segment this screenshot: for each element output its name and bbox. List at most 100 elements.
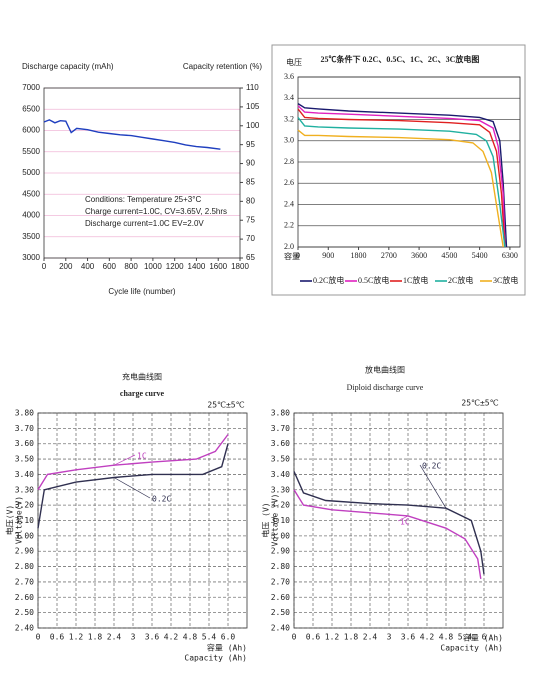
y-tick-label: 3.40 xyxy=(271,470,290,479)
chart-text: Capacity retention (%) xyxy=(183,62,262,71)
y-tick-label: 2.80 xyxy=(15,562,34,571)
x-tick-label: 6.0 xyxy=(221,633,236,642)
x-tick-label: 900 xyxy=(322,251,334,260)
x-tick-label: 1800 xyxy=(231,262,249,271)
y-tick-label: 5000 xyxy=(22,168,40,177)
y-tick-label: 2.70 xyxy=(15,577,34,586)
y2-tick-label: 80 xyxy=(246,196,255,205)
x-tick-label: 1.8 xyxy=(344,633,359,642)
x-tick-label: 800 xyxy=(124,262,138,271)
y-tick-label: 2.60 xyxy=(15,593,34,602)
chart-text: Conditions: Temperature 25+3°C xyxy=(85,195,201,204)
chart-text: 容量 (Ah) xyxy=(207,643,247,653)
x-tick-label: 5400 xyxy=(472,251,488,260)
x-tick-label: 4.2 xyxy=(164,633,179,642)
series-line xyxy=(37,434,229,491)
x-tick-label: 5.4 xyxy=(202,633,217,642)
x-tick-label: 1800 xyxy=(351,251,367,260)
chart-text: Diploid discharge curve xyxy=(347,383,424,392)
y-tick-label: 3.4 xyxy=(284,93,294,102)
x-tick-label: 0.6 xyxy=(50,633,65,642)
chart-text: 容量 xyxy=(284,251,300,261)
chart-text: Cycle life (number) xyxy=(108,287,175,296)
y-tick-label: 2.60 xyxy=(271,593,290,602)
y-axis-label: 电压(V) xyxy=(5,505,15,535)
panel-frame xyxy=(271,44,526,296)
callout-leader xyxy=(419,464,447,509)
x-tick-label: 0 xyxy=(36,633,41,642)
y2-tick-label: 65 xyxy=(246,253,255,262)
legend-label: 2C放电 xyxy=(448,275,473,285)
y-tick-label: 3.0 xyxy=(284,136,294,145)
x-tick-label: 1.2 xyxy=(69,633,84,642)
chart-text: Discharge capacity (mAh) xyxy=(22,62,114,71)
y-tick-label: 2.6 xyxy=(284,178,294,187)
x-tick-label: 3600 xyxy=(411,251,427,260)
series-line xyxy=(297,105,506,248)
y-tick-label: 3000 xyxy=(22,253,40,262)
y-tick-label: 2.0 xyxy=(284,242,294,251)
y-tick-label: 3.6 xyxy=(284,72,294,81)
chart-text: Capacity (Ah) xyxy=(184,654,247,663)
y-tick-label: 3.70 xyxy=(271,424,290,433)
y-axis-label: Voltage (V) xyxy=(271,494,280,547)
series-line xyxy=(297,129,504,248)
y-tick-label: 4000 xyxy=(22,211,40,220)
chart-text: 25℃±5℃ xyxy=(461,399,498,408)
y-tick-label: 2.70 xyxy=(271,577,290,586)
series-line xyxy=(43,119,221,150)
y-tick-label: 2.2 xyxy=(284,221,294,230)
y-tick-label: 5500 xyxy=(22,147,40,156)
y-tick-label: 3.40 xyxy=(15,470,34,479)
chart-text: Charge current=1.0C, CV=3.65V, 2.5hrs xyxy=(85,207,227,216)
x-tick-label: 4.2 xyxy=(420,633,435,642)
series-line xyxy=(297,108,506,248)
y-tick-label: 2.50 xyxy=(15,608,34,617)
plot-frame xyxy=(43,87,241,259)
y-tick-label: 3.60 xyxy=(15,439,34,448)
y-tick-label: 2.4 xyxy=(284,199,294,208)
y-axis-label: Voltage(V) xyxy=(15,496,24,544)
y-tick-label: 2.40 xyxy=(15,624,34,633)
x-tick-label: 2.4 xyxy=(107,633,122,642)
series-label: 0.2C xyxy=(152,495,171,504)
x-tick-label: 3.6 xyxy=(401,633,416,642)
chart-text: 充电曲线图 xyxy=(122,372,162,382)
y-axis-label: 电压 (V) xyxy=(261,502,271,537)
x-tick-label: 3 xyxy=(387,633,392,642)
y-tick-label: 3.50 xyxy=(271,455,290,464)
x-tick-label: 6 xyxy=(482,633,487,642)
callout-leader xyxy=(113,454,136,466)
chart-text: charge curve xyxy=(120,389,165,398)
y-tick-label: 3.2 xyxy=(284,114,294,123)
callout-leader xyxy=(113,477,151,499)
y2-tick-label: 90 xyxy=(246,159,255,168)
y-tick-label: 2.40 xyxy=(271,624,290,633)
x-tick-label: 1600 xyxy=(209,262,227,271)
chart-text: 25℃条件下 0.2C、0.5C、1C、2C、3C放电图 xyxy=(321,54,480,64)
x-tick-label: 6300 xyxy=(502,251,518,260)
series-line xyxy=(293,471,485,575)
chart-text: Capacity (Ah) xyxy=(440,644,503,653)
chart-text: 电压 xyxy=(286,57,302,67)
x-tick-label: 0.6 xyxy=(306,633,321,642)
chart-text: Discharge current=1.0C EV=2.0V xyxy=(85,219,204,228)
y-tick-label: 3.80 xyxy=(271,409,290,418)
y-tick-label: 3500 xyxy=(22,232,40,241)
x-tick-label: 400 xyxy=(81,262,95,271)
y-tick-label: 6500 xyxy=(22,104,40,113)
plot-frame xyxy=(297,76,521,248)
series-label: 1C xyxy=(400,518,410,527)
x-tick-label: 2.4 xyxy=(363,633,378,642)
x-tick-label: 2700 xyxy=(381,251,397,260)
series-label: 1C xyxy=(137,452,147,461)
x-tick-label: 1.8 xyxy=(88,633,103,642)
y-tick-label: 3.10 xyxy=(15,516,34,525)
series-line xyxy=(297,103,508,248)
y2-tick-label: 105 xyxy=(246,102,260,111)
x-tick-label: 200 xyxy=(59,262,73,271)
legend-label: 0.5C放电 xyxy=(358,275,389,285)
x-tick-label: 0 xyxy=(296,251,300,260)
y-tick-label: 6000 xyxy=(22,126,40,135)
